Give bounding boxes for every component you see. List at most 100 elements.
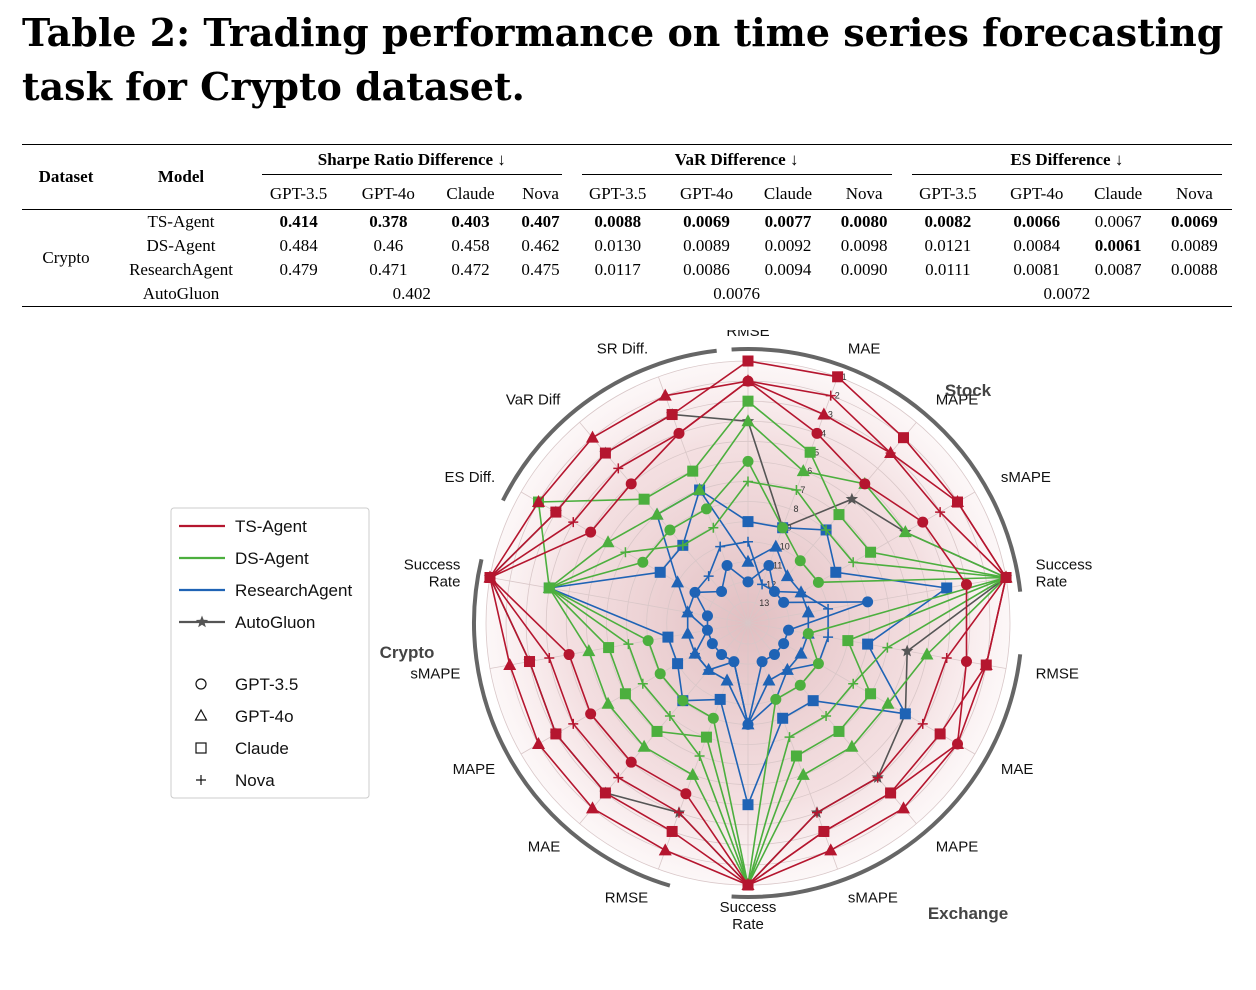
point-square <box>599 447 611 459</box>
point-plus <box>673 428 684 439</box>
legend-label: ResearchAgent <box>235 581 352 600</box>
cell-value: 0.0090 <box>840 260 888 279</box>
cell-value: 0.378 <box>369 212 408 231</box>
axis-label-line: MAPE <box>936 391 979 408</box>
axis-label-line: SR Diff. <box>597 341 648 358</box>
table-row: DS-Agent 0.484 0.46 0.458 0.462 0.0130 0.0089 0… <box>22 234 1232 258</box>
rank-tick-label: 8 <box>794 504 799 514</box>
cell-value: 0.0111 <box>925 260 971 279</box>
point-plus <box>694 751 705 762</box>
point-circle <box>677 695 689 707</box>
group-header-sr: Sharpe Ratio Difference ↓ <box>252 145 572 180</box>
point-square <box>654 566 666 578</box>
axis-label-line: MAE <box>848 341 881 358</box>
point-plus <box>823 603 834 614</box>
point-square <box>842 635 854 647</box>
point-square <box>833 725 845 737</box>
point-triangle <box>681 626 695 639</box>
axis-label: Success Rate <box>720 899 777 933</box>
point-plus <box>484 572 495 583</box>
point-circle <box>777 522 789 534</box>
rank-tick-label: 7 <box>800 485 805 495</box>
col-model: Model <box>110 144 252 210</box>
point-circle <box>768 649 780 661</box>
point-square <box>524 656 536 668</box>
point-plus <box>664 711 675 722</box>
point-circle <box>563 649 575 661</box>
point-triangle <box>920 647 934 660</box>
point-square <box>662 631 674 643</box>
point-triangle <box>762 673 776 686</box>
point-triangle <box>671 575 685 588</box>
point-plus <box>821 524 832 535</box>
point-circle <box>802 628 814 640</box>
point-square <box>742 516 754 528</box>
col-llm: Nova <box>845 184 883 203</box>
point-triangle <box>585 801 599 814</box>
point-triangle <box>780 569 794 582</box>
point-circle <box>664 524 676 536</box>
col-llm: GPT-3.5 <box>588 184 647 203</box>
col-llm: GPT-4o <box>679 184 734 203</box>
point-plus <box>689 587 700 598</box>
point-square <box>934 728 946 740</box>
cell-value: 0.0061 <box>1094 236 1142 255</box>
point-plus <box>673 807 684 818</box>
rank-tick-label: 12 <box>766 579 776 589</box>
point-circle <box>642 635 654 647</box>
axis-label: sMAPE <box>1001 469 1051 486</box>
point-square <box>687 465 699 477</box>
cell-value: 0.0084 <box>1013 236 1061 255</box>
point-circle <box>783 624 795 636</box>
axis-label-line: VaR Diff <box>506 391 561 408</box>
axis-label: sMAPE <box>410 666 460 683</box>
cell-value: 0.0089 <box>1171 236 1218 255</box>
rank-tick-label: 1 <box>842 372 847 382</box>
point-square <box>777 712 789 724</box>
point-triangle <box>794 646 808 659</box>
group-arc-crypto <box>472 558 671 888</box>
point-circle <box>625 756 637 768</box>
axis-label: sMAPE <box>848 889 898 906</box>
point-circle <box>701 610 713 622</box>
cell-dataset: Crypto <box>22 209 110 307</box>
point-square <box>862 638 874 650</box>
axis-label-line: sMAPE <box>848 889 898 906</box>
point-plus <box>935 507 946 518</box>
point-plus <box>782 664 793 675</box>
point-plus <box>917 718 928 729</box>
point-triangle <box>741 554 755 567</box>
axis-label-line: Success <box>1036 556 1093 573</box>
point-plus <box>825 390 836 401</box>
point-plus <box>757 579 768 590</box>
axis-label: SR Diff. <box>597 341 648 358</box>
point-plus <box>872 772 883 783</box>
group-label: Exchange <box>928 904 1008 923</box>
cell-value: 0.462 <box>521 236 560 255</box>
point-circle <box>585 526 597 538</box>
axis-label: MAPE <box>936 391 979 408</box>
group-header-var: VaR Difference ↓ <box>572 145 902 180</box>
table-row: AutoGluon 0.402 0.0076 0.0072 <box>22 282 1232 307</box>
point-circle <box>960 656 972 668</box>
group-arc-stock <box>731 347 1023 592</box>
point-circle <box>778 596 790 608</box>
axis-label-line: MAPE <box>936 839 979 856</box>
point-circle <box>812 576 824 588</box>
point-square <box>651 725 663 737</box>
point-plus <box>791 484 802 495</box>
axis-label-line: RMSE <box>1036 666 1079 683</box>
point-triangle <box>531 736 545 749</box>
point-triangle <box>601 696 615 709</box>
col-dataset: Dataset <box>22 144 110 210</box>
cell-value: 0.0117 <box>594 260 641 279</box>
point-circle <box>756 656 768 668</box>
table-caption: Table 2: Trading performance on time ser… <box>22 10 1224 109</box>
point-triangle <box>769 539 783 552</box>
cell-value: 0.403 <box>451 212 490 231</box>
group-label: Stock <box>945 381 992 400</box>
point-triangle <box>897 801 911 814</box>
point-square <box>714 693 726 705</box>
point-circle <box>794 679 806 691</box>
cell-value: 0.0080 <box>840 212 888 231</box>
